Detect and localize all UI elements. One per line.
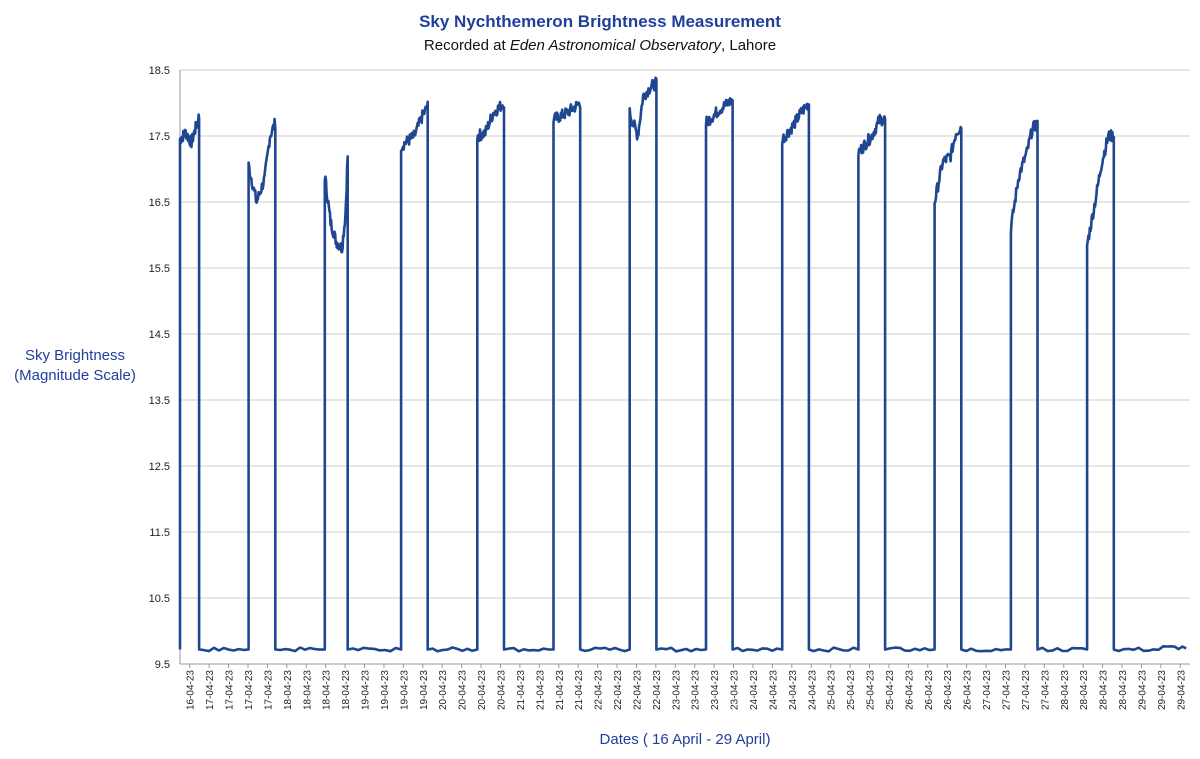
y-axis-label-line1: Sky Brightness [24,347,126,364]
series-line [178,76,1187,653]
y-tick-label: 12.5 [149,461,170,473]
x-tick-label: 18-04-23 [302,670,313,710]
x-tick-label: 17-04-23 [225,670,236,710]
y-axis-label-line2: (Magnitude Scale) [14,367,136,384]
x-tick-label: 19-04-23 [380,670,391,710]
x-tick-label: 21-04-23 [516,670,527,710]
x-axis-label: Dates ( 16 April - 29 April) [599,731,771,748]
x-tick-label: 17-04-23 [263,670,274,710]
x-tick-label: 24-04-23 [768,670,779,710]
x-tick-label: 18-04-23 [322,670,333,710]
x-tick-label: 22-04-23 [632,670,643,710]
x-tick-label: 21-04-23 [555,670,566,710]
x-tick-label: 16-04-23 [186,670,197,710]
chart-title: Sky Nychthemeron Brightness Measurement [419,12,781,31]
x-tick-label: 22-04-23 [652,670,663,710]
y-tick-label: 14.5 [149,329,170,341]
x-tick-label: 24-04-23 [749,670,760,710]
x-tick-label: 23-04-23 [730,670,741,710]
x-tick-label: 28-04-23 [1060,670,1071,710]
x-tick-label: 25-04-23 [866,670,877,710]
x-tick-label: 25-04-23 [846,670,857,710]
subtitle-prefix: Recorded at [423,37,510,54]
chart-subtitle: Recorded at Eden Astronomical Observator… [0,37,1200,54]
y-tick-label: 17.5 [149,131,170,143]
y-tick-label: 13.5 [149,395,170,407]
x-tick-label: 20-04-23 [477,670,488,710]
x-tick-label: 21-04-23 [574,670,585,710]
x-tick-label: 26-04-23 [924,670,935,710]
y-tick-label: 18.5 [149,65,170,77]
x-tick-label: 23-04-23 [710,670,721,710]
series-group [178,76,1187,653]
x-tick-label: 28-04-23 [1079,670,1090,710]
x-tick-label: 20-04-23 [496,670,507,710]
x-tick-label: 18-04-23 [283,670,294,710]
x-tick-label: 23-04-23 [671,670,682,710]
x-tick-labels: 16-04-23 17-04-23 17-04-23 17-04-23 17-04-23… [186,664,1187,710]
x-tick-label: 19-04-23 [361,670,372,710]
x-tick-label: 26-04-23 [904,670,915,710]
subtitle-observatory: Eden Astronomical Observatory [509,37,722,54]
x-tick-label: 20-04-23 [458,670,469,710]
x-tick-label: 17-04-23 [205,670,216,710]
subtitle-suffix: , Lahore [721,37,777,54]
y-tick-labels: 9.5 10.5 11.5 12.5 13.5 14.5 15.5 16.5 17.5 18.5 [149,65,170,671]
x-tick-label: 19-04-23 [399,670,410,710]
x-tick-label: 27-04-23 [1040,670,1051,710]
x-tick-label: 28-04-23 [1118,670,1129,710]
y-axis-label: Sky Brightness (Magnitude Scale) [0,346,150,386]
x-tick-label: 28-04-23 [1099,670,1110,710]
x-tick-label: 22-04-23 [613,670,624,710]
x-tick-label: 23-04-23 [691,670,702,710]
x-tick-label: 21-04-23 [535,670,546,710]
x-tick-label: 29-04-23 [1176,670,1187,710]
x-tick-label: 27-04-23 [1021,670,1032,710]
x-tick-label: 17-04-23 [244,670,255,710]
y-tick-label: 15.5 [149,263,170,275]
x-tick-label: 24-04-23 [807,670,818,710]
x-tick-label: 22-04-23 [594,670,605,710]
x-tick-label: 29-04-23 [1137,670,1148,710]
x-tick-label: 18-04-23 [341,670,352,710]
x-tick-label: 19-04-23 [419,670,430,710]
x-tick-label: 29-04-23 [1157,670,1168,710]
x-tick-label: 24-04-23 [788,670,799,710]
y-tick-label: 16.5 [149,197,170,209]
x-tick-label: 26-04-23 [943,670,954,710]
y-tick-label: 9.5 [155,659,170,671]
y-tick-label: 11.5 [149,527,170,539]
x-tick-label: 27-04-23 [982,670,993,710]
y-tick-label: 10.5 [149,593,170,605]
x-tick-label: 20-04-23 [438,670,449,710]
x-tick-label: 26-04-23 [963,670,974,710]
x-tick-label: 25-04-23 [827,670,838,710]
x-tick-label: 27-04-23 [1001,670,1012,710]
x-tick-label: 25-04-23 [885,670,896,710]
